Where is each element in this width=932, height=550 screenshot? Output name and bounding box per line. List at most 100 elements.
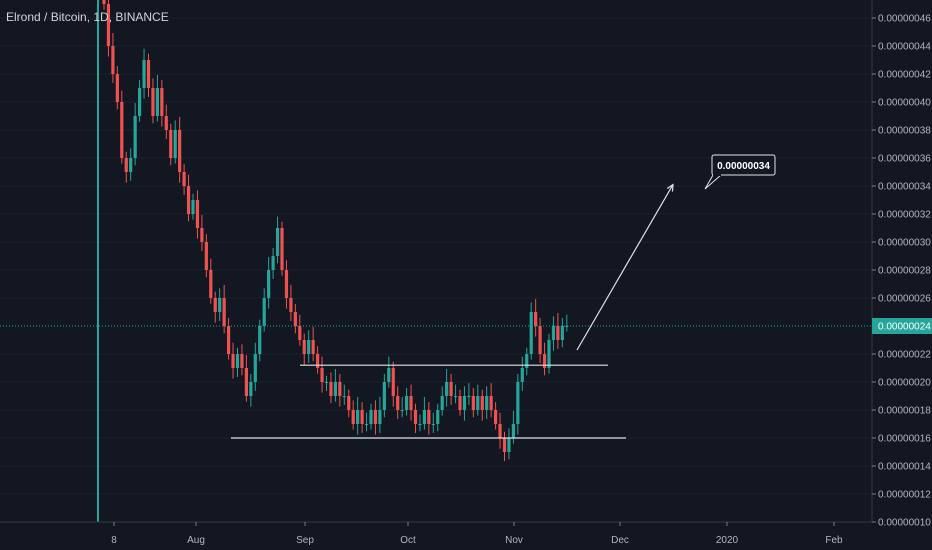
candle-body bbox=[520, 368, 524, 382]
candle-body bbox=[338, 382, 342, 396]
price-tick-label: 0.00000014 bbox=[878, 462, 931, 473]
price-tick-label: 0.00000012 bbox=[878, 490, 931, 501]
candle-body bbox=[467, 396, 471, 397]
candle-body bbox=[449, 382, 453, 396]
price-tick-label: 0.00000016 bbox=[878, 434, 931, 445]
candle-body bbox=[396, 396, 400, 410]
candle-body bbox=[195, 200, 200, 228]
candle-body bbox=[200, 228, 204, 242]
candle-body bbox=[102, 0, 106, 4]
candle-body bbox=[405, 396, 409, 410]
candle-body bbox=[169, 130, 173, 158]
candle-body bbox=[186, 186, 191, 214]
candle-body bbox=[155, 88, 159, 116]
candle-body bbox=[462, 396, 467, 410]
candle-body bbox=[360, 410, 364, 424]
candle-body bbox=[275, 228, 280, 256]
candle-body bbox=[231, 354, 235, 368]
candle-body bbox=[422, 410, 426, 424]
candle-body bbox=[106, 4, 111, 46]
candle-body bbox=[267, 270, 271, 298]
candle-body bbox=[458, 396, 462, 410]
candle-body bbox=[378, 410, 382, 424]
candle-body bbox=[551, 326, 556, 340]
callout-label: 0.00000034 bbox=[717, 161, 770, 172]
price-tick-label: 0.00000046 bbox=[878, 14, 931, 25]
candle-body bbox=[213, 298, 217, 312]
candle-body bbox=[164, 116, 168, 130]
candle-body bbox=[364, 424, 369, 425]
candle-body bbox=[289, 298, 293, 312]
candle-body bbox=[311, 340, 315, 354]
price-axis-panel bbox=[872, 0, 932, 550]
candle-body bbox=[498, 424, 502, 438]
candle-body bbox=[342, 396, 346, 397]
candle-body bbox=[560, 326, 564, 340]
candle-body bbox=[525, 354, 529, 368]
price-tick-label: 0.00000038 bbox=[878, 126, 931, 137]
time-tick-label: Feb bbox=[825, 535, 843, 546]
candle-body bbox=[146, 60, 151, 88]
candle-body bbox=[511, 424, 515, 438]
candle-body bbox=[124, 158, 128, 172]
price-tick-label: 0.00000032 bbox=[878, 210, 931, 221]
candle-body bbox=[316, 354, 320, 368]
candle-body bbox=[204, 242, 208, 270]
price-tick-label: 0.00000028 bbox=[878, 266, 931, 277]
candle-body bbox=[151, 88, 155, 116]
price-tick-label: 0.00000036 bbox=[878, 154, 931, 165]
candle-body bbox=[115, 74, 119, 102]
candle-body bbox=[240, 354, 244, 368]
candle-body bbox=[293, 312, 297, 326]
candle-body bbox=[280, 228, 284, 270]
candle-body bbox=[307, 340, 311, 354]
candle-body bbox=[547, 340, 551, 368]
candle-body bbox=[178, 130, 182, 172]
candle-body bbox=[413, 410, 418, 424]
candle-body bbox=[529, 312, 533, 354]
candle-body bbox=[485, 396, 489, 410]
candle-body bbox=[329, 382, 333, 396]
candle-body bbox=[298, 326, 302, 340]
candle-body bbox=[445, 382, 449, 396]
candle-body bbox=[453, 396, 458, 397]
candle-body bbox=[476, 396, 480, 410]
candle-body bbox=[222, 298, 226, 326]
candle-body bbox=[382, 382, 386, 410]
candle-body bbox=[209, 270, 213, 298]
candle-body bbox=[173, 130, 177, 158]
candle-body bbox=[409, 396, 413, 410]
callout-pointer bbox=[704, 174, 723, 190]
time-axis-panel bbox=[0, 522, 872, 550]
candle-body bbox=[507, 438, 511, 452]
candle-body bbox=[218, 298, 222, 312]
candle-body bbox=[471, 396, 475, 410]
callout-box bbox=[711, 154, 776, 176]
candle-body bbox=[418, 424, 422, 425]
candle-body bbox=[373, 410, 378, 424]
price-tick-label: 0.00000042 bbox=[878, 70, 931, 81]
candle-body bbox=[129, 158, 133, 172]
candle-body bbox=[284, 270, 289, 298]
price-tick-label: 0.00000030 bbox=[878, 238, 931, 249]
candle-body bbox=[534, 312, 538, 326]
price-tick-label: 0.00000026 bbox=[878, 294, 931, 305]
projection-arrow bbox=[576, 184, 674, 351]
candle-body bbox=[427, 410, 431, 424]
candle-body bbox=[324, 382, 329, 383]
candle-body bbox=[431, 424, 435, 425]
price-tick-label: 0.00000020 bbox=[878, 378, 931, 389]
projection-arrowhead bbox=[666, 183, 674, 192]
time-tick-label: Oct bbox=[400, 535, 416, 546]
time-tick-label: 2020 bbox=[716, 535, 739, 546]
candle-body bbox=[480, 396, 484, 410]
candle-body bbox=[253, 354, 257, 382]
candle-body bbox=[356, 410, 360, 424]
candle-body bbox=[347, 396, 351, 410]
candle-body bbox=[249, 382, 253, 396]
chart-title: Elrond / Bitcoin, 1D, BINANCE bbox=[6, 10, 169, 24]
candle-body bbox=[258, 326, 262, 354]
candle-body bbox=[489, 396, 493, 410]
candle-body bbox=[271, 256, 275, 270]
